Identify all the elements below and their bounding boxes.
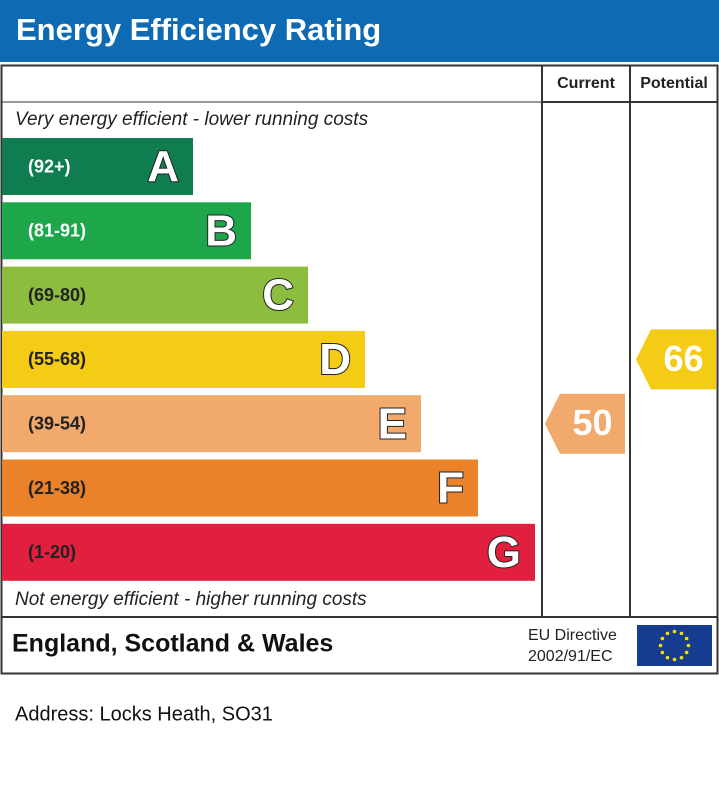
star [672,629,677,634]
band [2,202,251,260]
star [679,631,684,636]
band-letter: A [147,142,179,191]
band-letter: D [319,335,351,384]
band-letter: B [205,206,237,255]
band [2,330,365,388]
band-range: (39-54) [28,413,86,433]
band-range: (92+) [28,156,71,176]
band-range: (69-80) [28,285,86,305]
star [679,655,684,660]
band-range: (55-68) [28,349,86,369]
band-range: (81-91) [28,221,86,241]
eu-stars [658,629,691,662]
potential-arrow [636,329,716,390]
band [2,459,478,517]
band [2,266,308,324]
star [684,650,689,655]
band-range: (1-20) [28,542,76,562]
band [2,395,421,453]
region: England, Scotland & Wales [12,630,333,658]
star [665,655,670,660]
star [672,657,677,662]
band-range: (21-38) [28,478,86,498]
star [660,650,665,655]
potential-value: 66 [663,338,703,379]
current-header: Current [557,75,615,92]
band [2,523,535,581]
bottom-note: Not energy efficient - higher running co… [15,589,367,610]
current-value: 50 [572,402,612,443]
directive: 2002/91/EC [528,648,613,665]
top-note: Very energy efficient - lower running co… [15,109,369,130]
title: Energy Efficiency Rating [16,12,381,47]
band-letter: E [378,399,407,448]
star [665,631,670,636]
star [686,643,691,648]
current-arrow [545,393,625,454]
header-bar [0,0,719,62]
band-letter: G [487,528,521,577]
band [2,138,193,195]
potential-header: Potential [640,75,708,92]
address: Address: Locks Heath, SO31 [15,703,273,725]
band-letter: C [262,271,294,320]
star [660,636,665,641]
frame [0,64,719,675]
star [658,643,663,648]
band-letter: F [437,464,464,513]
star [684,636,689,641]
directive: EU Directive [528,627,617,644]
